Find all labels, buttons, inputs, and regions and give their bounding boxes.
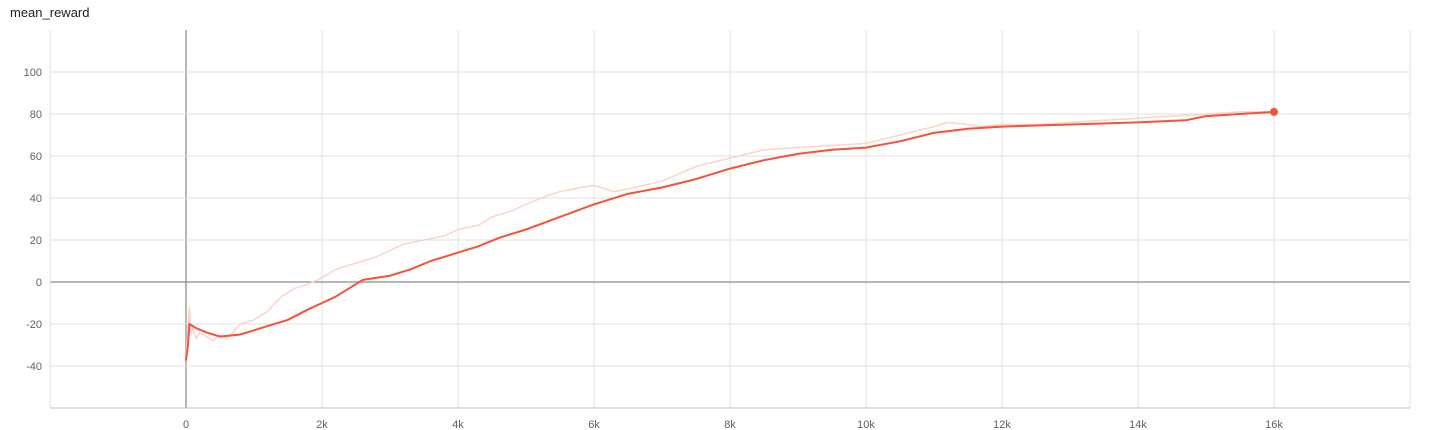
x-tick-label: 12k (993, 419, 1011, 430)
y-tick-label: -20 (26, 319, 42, 331)
y-tick-label: 80 (30, 109, 42, 121)
x-tick-label: 2k (316, 419, 328, 430)
y-tick-label: 0 (36, 277, 42, 289)
x-tick-label: 6k (588, 419, 600, 430)
y-tick-label: 40 (30, 193, 42, 205)
last-point-marker (1270, 107, 1278, 116)
x-tick-label: 4k (452, 419, 464, 430)
y-tick-label: 20 (30, 235, 42, 247)
smoothed-series-line (185, 110, 1275, 361)
x-tick-label: 16k (1265, 419, 1283, 430)
y-tick-label: 60 (30, 151, 42, 163)
x-tick-label: 14k (1129, 419, 1147, 430)
chart-title: mean_reward (10, 5, 90, 20)
x-tick-label: 8k (724, 419, 736, 430)
x-tick-label: 10k (857, 419, 875, 430)
x-tick-label: 0 (183, 419, 189, 430)
y-tick-label: -40 (26, 361, 42, 373)
y-tick-label: 100 (24, 67, 42, 79)
